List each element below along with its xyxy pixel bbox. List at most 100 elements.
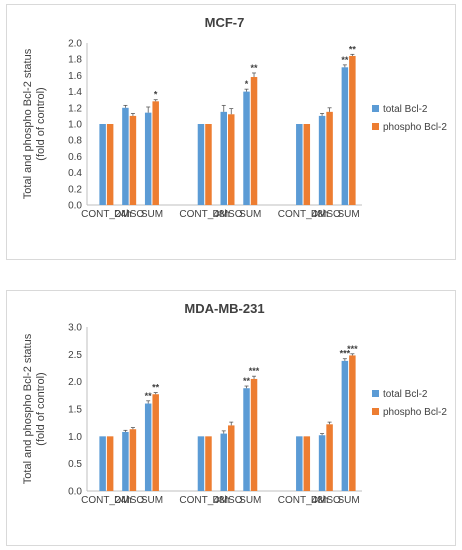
significance-marker: ***	[249, 366, 260, 376]
bar-phospho	[152, 394, 159, 491]
x-tick-label: SUM	[141, 495, 163, 506]
chart-title: MCF-7	[205, 15, 245, 30]
bar-phospho	[250, 378, 258, 491]
x-tick-label: CONT_48h	[179, 495, 230, 506]
x-tick-label: CONT_48h	[278, 495, 329, 506]
bar-total	[318, 435, 326, 491]
y-tick-label: 0.5	[68, 459, 82, 470]
chart-title: MDA-MB-231	[184, 301, 264, 316]
significance-marker: **	[243, 376, 251, 386]
bar-phospho	[349, 55, 356, 206]
y-tick-label: 2.0	[68, 377, 82, 388]
legend-swatch	[372, 390, 379, 397]
bar-total	[243, 388, 250, 491]
bar-phospho	[303, 436, 311, 491]
significance-marker: *	[245, 79, 249, 89]
y-axis-label-line1: Total and phospho Bcl-2 status	[22, 48, 34, 199]
legend-label: phospho Bcl-2	[383, 407, 447, 418]
x-tick-label: SUM	[337, 209, 359, 220]
x-tick-label: DMSO	[114, 495, 144, 506]
x-tick-label: CONT_48h	[179, 209, 230, 220]
legend-swatch	[372, 105, 379, 112]
bar-total	[220, 111, 227, 205]
legend-swatch	[372, 123, 379, 130]
bar-phospho	[250, 77, 258, 205]
bar-phospho	[152, 101, 159, 205]
bar-total	[144, 112, 152, 205]
y-tick-label: 0.8	[68, 136, 82, 147]
significance-marker: *	[154, 90, 158, 100]
y-tick-label: 0.0	[68, 201, 82, 212]
bar-total	[197, 124, 205, 205]
y-tick-label: 0.2	[68, 184, 82, 195]
x-tick-label: SUM	[337, 495, 359, 506]
bar-phospho	[228, 425, 235, 491]
y-axis-label-line2: (fold of control)	[35, 372, 47, 445]
bar-total	[144, 403, 152, 491]
legend-swatch	[372, 408, 379, 415]
x-tick-label: DMSO	[213, 209, 243, 220]
y-axis-label: Total and phospho Bcl-2 status(fold of c…	[22, 333, 47, 484]
bar-total	[197, 436, 205, 491]
y-tick-label: 1.5	[68, 405, 82, 416]
x-tick-label: SUM	[141, 209, 163, 220]
x-tick-label: CONT_24h	[81, 209, 132, 220]
bar-total	[341, 67, 349, 205]
y-tick-label: 1.0	[68, 432, 82, 443]
x-tick-label: DMSO	[114, 209, 144, 220]
bar-phospho	[205, 436, 212, 491]
y-axis-label-line1: Total and phospho Bcl-2 status	[22, 333, 34, 484]
bar-total	[243, 91, 250, 205]
bar-phospho	[228, 114, 235, 205]
y-axis-label-line2: (fold of control)	[35, 87, 47, 160]
x-tick-label: CONT_24h	[81, 495, 132, 506]
y-tick-label: 0.0	[68, 487, 82, 498]
bar-total	[122, 107, 129, 205]
y-tick-label: 1.2	[68, 103, 82, 114]
significance-marker: **	[341, 55, 349, 65]
bar-total	[318, 115, 326, 205]
legend-label: phospho Bcl-2	[383, 122, 447, 133]
bar-total	[296, 124, 303, 205]
significance-marker: **	[145, 391, 153, 401]
bar-total	[296, 436, 303, 491]
legend-label: total Bcl-2	[383, 389, 428, 400]
x-tick-label: SUM	[239, 495, 261, 506]
significance-marker: **	[152, 383, 160, 393]
significance-marker: ***	[340, 349, 351, 359]
x-tick-label: DMSO	[311, 495, 341, 506]
bar-phospho	[349, 355, 356, 491]
bar-total	[122, 431, 129, 491]
y-tick-label: 2.5	[68, 350, 82, 361]
y-tick-label: 1.4	[68, 87, 82, 98]
chart-panel-mda-mb-231: MDA-MB-231 Total and phospho Bcl-2 status…	[6, 290, 456, 546]
y-tick-label: 1.6	[68, 71, 82, 82]
significance-marker: **	[251, 63, 259, 73]
x-tick-label: DMSO	[213, 495, 243, 506]
chart-mcf7: MCF-7 Total and phospho Bcl-2 status(fold…	[22, 15, 447, 220]
bar-phospho	[129, 115, 137, 205]
y-tick-label: 0.4	[68, 168, 82, 179]
x-tick-label: DMSO	[311, 209, 341, 220]
significance-marker: ***	[347, 344, 358, 354]
bar-total	[341, 360, 349, 491]
bar-total	[99, 436, 106, 491]
significance-marker: **	[349, 44, 357, 54]
y-tick-label: 3.0	[68, 323, 82, 334]
bar-total	[220, 433, 227, 491]
y-axis-label: Total and phospho Bcl-2 status(fold of c…	[22, 48, 47, 199]
bar-phospho	[326, 424, 333, 491]
y-tick-label: 1.0	[68, 120, 82, 131]
x-tick-label: SUM	[239, 209, 261, 220]
legend-label: total Bcl-2	[383, 104, 428, 115]
bar-phospho	[303, 124, 311, 205]
x-tick-label: CONT_48h	[278, 209, 329, 220]
y-tick-label: 1.8	[68, 55, 82, 66]
bar-total	[99, 124, 106, 205]
chart-mda-mb-231: MDA-MB-231 Total and phospho Bcl-2 status…	[22, 301, 447, 506]
bar-phospho	[326, 111, 333, 205]
bar-phospho	[129, 429, 137, 491]
bar-phospho	[106, 124, 114, 205]
bar-phospho	[205, 124, 212, 205]
bar-phospho	[106, 436, 114, 491]
